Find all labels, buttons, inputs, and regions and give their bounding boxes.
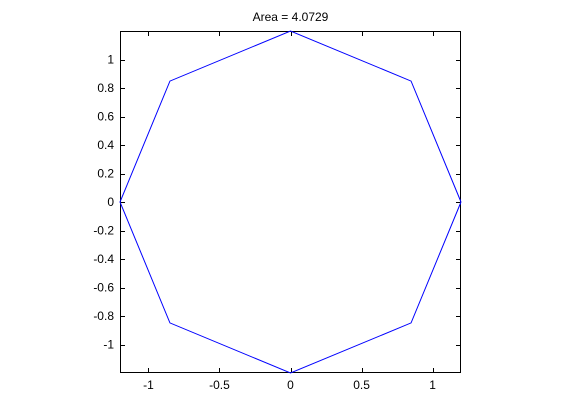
y-tick-label: 0.4 [97, 138, 114, 152]
y-tick-label: 0 [107, 195, 114, 209]
chart-title: Area = 4.0729 [253, 10, 329, 24]
y-tick-label: -1 [103, 338, 114, 352]
x-tick-label: 1 [429, 378, 436, 392]
octagon-series-line [119, 30, 462, 374]
x-tick-label: -0.5 [209, 378, 230, 392]
y-tick-label: -0.8 [93, 309, 114, 323]
y-tick-label: 0.8 [97, 81, 114, 95]
x-tick-label: 0.5 [353, 378, 370, 392]
x-axis: -1 -0.5 0 0.5 1 [143, 31, 436, 392]
y-axis: 1 0.8 0.6 0.4 0.2 0 -0.2 -0.4 -0.6 -0.8 -1 [93, 53, 461, 352]
y-tick-label: 0.6 [97, 110, 114, 124]
y-tick-label: -0.2 [93, 224, 114, 238]
y-tick-label: 0.2 [97, 167, 114, 181]
plot-frame [120, 31, 461, 373]
y-tick-label: 1 [107, 53, 114, 67]
series-layer [119, 30, 462, 374]
x-tick-label: 0 [287, 378, 294, 392]
x-tick-label: -1 [143, 378, 154, 392]
y-tick-label: -0.4 [93, 252, 114, 266]
y-tick-label: -0.6 [93, 281, 114, 295]
